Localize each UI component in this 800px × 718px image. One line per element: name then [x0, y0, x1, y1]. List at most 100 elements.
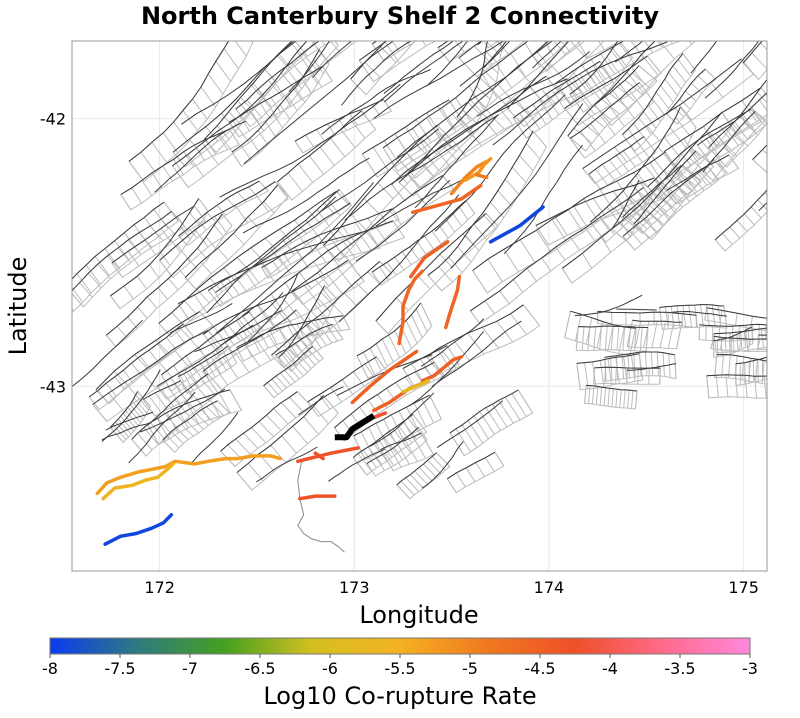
fault-patch-divider: [220, 281, 234, 299]
fault-patch-divider: [367, 271, 381, 285]
fault-patch-divider: [318, 394, 331, 410]
fault-trace: [147, 389, 231, 425]
fault-patch-divider: [551, 219, 568, 243]
fault-patch-divider: [107, 255, 121, 271]
fault-patch-divider: [301, 78, 313, 94]
fault-patch-divider: [266, 332, 282, 355]
fault-patch-divider: [714, 239, 726, 252]
fault-patch-divider: [187, 154, 205, 177]
fault-patch-divider: [495, 41, 509, 55]
fault-patch-divider: [228, 128, 240, 145]
fault-patch-divider: [367, 446, 383, 465]
fault-patch-divider: [110, 295, 121, 309]
fault-patch-divider: [131, 187, 143, 204]
fault-patch-divider: [660, 181, 682, 200]
fault-patch-divider: [114, 240, 130, 261]
fault-patch-divider: [216, 353, 227, 371]
fault-patch-divider: [699, 171, 712, 186]
fault-patch-divider: [424, 235, 435, 250]
fault-trace: [420, 318, 485, 367]
fault-patch-divider: [588, 173, 602, 191]
fault-patch-divider: [234, 41, 247, 57]
fault-patch-divider: [467, 332, 485, 355]
fault-patch-divider: [303, 284, 322, 307]
fault-patch-divider: [94, 256, 110, 276]
fault-patch-divider: [487, 258, 503, 282]
fault-patch-divider: [689, 149, 700, 166]
fault-patch-divider: [258, 304, 276, 327]
fault-patch-divider: [322, 65, 333, 82]
fault-patch-divider: [586, 112, 606, 128]
fault-patch-divider: [349, 18, 363, 35]
fault-trace: [278, 285, 326, 359]
fault-patch-divider: [682, 305, 687, 328]
fault-patch-divider: [708, 147, 728, 168]
fault-patch-divider: [283, 352, 297, 367]
fault-patch-divider: [482, 213, 497, 230]
fault-patch-divider: [315, 279, 333, 301]
connected-fault-trace: [408, 240, 450, 279]
fault-patch-divider: [676, 305, 681, 328]
fault-patch-divider: [599, 387, 603, 406]
connected-fault-trace: [298, 494, 337, 501]
fault-patch-divider: [616, 86, 636, 102]
fault-patch-divider: [191, 417, 204, 430]
fault-patch-divider: [742, 62, 759, 80]
fault-patch-divider: [648, 368, 650, 385]
fault-trace: [569, 41, 619, 95]
fault-patch-divider: [112, 424, 127, 441]
fault-patch-divider: [292, 290, 311, 313]
fault-patch-divider: [72, 292, 84, 308]
fault-trace: [263, 346, 314, 387]
fault-patch-divider: [564, 107, 579, 126]
plot-area: [72, 41, 767, 571]
fault-patch-divider: [610, 326, 614, 350]
fault-patch-divider: [257, 89, 273, 108]
fault-patch-divider: [595, 168, 609, 186]
colorbar-ticks: -8 -7.5 -7 -6.5 -6 -5.5 -5 -4.5 -4 -3.5 -3: [42, 654, 758, 678]
fault-patch-divider: [601, 163, 615, 181]
fault-patch-divider: [258, 421, 274, 438]
fault-patch-divider: [244, 342, 253, 357]
fault-patch-divider: [692, 8, 709, 29]
fault-patch-divider: [235, 108, 251, 127]
fault-patch-divider: [660, 85, 674, 103]
fault-patch-divider: [569, 41, 588, 59]
fault-patch-divider: [224, 342, 236, 356]
fault-patch-divider: [175, 427, 189, 440]
fault-trace: [203, 41, 293, 140]
fault-patch-divider: [267, 79, 284, 98]
x-axis-title: Longitude: [359, 601, 478, 629]
fault-patch-divider: [375, 457, 385, 471]
fault-trace: [450, 103, 584, 269]
fault-patch-divider: [519, 239, 536, 263]
fault-patch-divider: [422, 41, 427, 47]
fault-trace: [356, 302, 422, 357]
fault-patch-divider: [781, 321, 783, 333]
fault-patch-divider: [790, 163, 800, 174]
fault-patch-divider: [283, 344, 297, 358]
fault-patch-divider: [338, 118, 347, 131]
fault-patch-divider: [600, 237, 612, 253]
fault-patch-divider: [310, 333, 322, 349]
fault-patch-divider: [313, 41, 316, 43]
fault-patch-divider: [783, 376, 785, 398]
fault-patch-divider: [376, 356, 388, 372]
fault-patch-divider: [342, 241, 356, 259]
fault-patch-divider: [148, 395, 162, 413]
fault-patch-divider: [194, 294, 207, 313]
fault-patch-divider: [275, 375, 287, 389]
fault-patch-divider: [416, 240, 427, 255]
fault-patch-divider: [232, 120, 250, 143]
fault-patch-divider: [593, 197, 607, 218]
fault-patch-divider: [669, 20, 683, 40]
y-axis-title: Latitude: [4, 257, 32, 356]
fault-patch-divider: [536, 0, 554, 17]
fault-patch-divider: [757, 334, 759, 350]
fault-patch-divider: [341, 379, 354, 395]
fault-patch-divider: [509, 0, 521, 11]
fault-patch-divider: [259, 103, 271, 119]
fault-trace: [242, 220, 394, 317]
fault-patch-divider: [180, 423, 194, 437]
fault-trace: [396, 452, 437, 486]
